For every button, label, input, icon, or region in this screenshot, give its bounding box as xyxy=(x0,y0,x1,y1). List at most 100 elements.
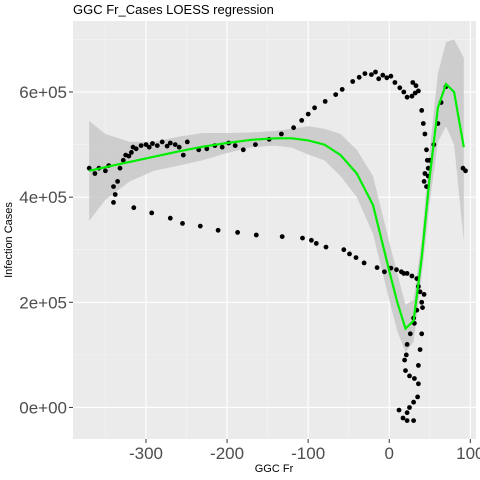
data-point xyxy=(417,347,423,352)
data-point xyxy=(409,273,415,279)
data-point xyxy=(112,192,118,197)
data-point xyxy=(419,108,425,113)
data-point xyxy=(413,83,419,89)
data-point xyxy=(463,168,468,174)
data-point xyxy=(312,105,317,111)
data-point xyxy=(313,241,319,246)
loess-line xyxy=(88,82,465,331)
y-tick-label: 4e+05 xyxy=(19,188,67,207)
y-axis-title: Infection Cases xyxy=(3,202,15,278)
data-point xyxy=(309,237,314,243)
y-tick-label: 6e+05 xyxy=(19,83,67,102)
data-point xyxy=(420,121,426,126)
data-point xyxy=(333,92,339,97)
data-point xyxy=(164,143,170,149)
data-point xyxy=(143,142,149,148)
data-point xyxy=(396,407,402,413)
x-tick-label: 100 xyxy=(456,444,480,463)
data-point xyxy=(86,165,92,171)
data-point xyxy=(150,141,155,146)
data-point xyxy=(92,171,98,176)
data-point xyxy=(397,85,403,91)
data-point xyxy=(424,147,429,153)
data-point xyxy=(111,184,116,190)
data-point xyxy=(362,71,368,76)
data-point xyxy=(425,165,431,171)
data-point xyxy=(133,146,139,152)
data-point xyxy=(407,405,412,410)
data-point xyxy=(279,131,284,137)
data-point xyxy=(422,131,428,137)
data-point xyxy=(412,376,417,381)
data-point xyxy=(353,255,359,260)
x-axis: -300 -200 -100 0 100 xyxy=(129,439,480,463)
y-axis: 0e+00 2e+05 4e+05 6e+05 xyxy=(19,83,73,417)
data-point xyxy=(159,139,165,145)
data-point xyxy=(421,292,427,297)
data-point xyxy=(394,267,399,273)
data-point xyxy=(347,251,352,257)
data-point xyxy=(253,232,259,238)
data-point xyxy=(115,179,120,184)
data-point xyxy=(411,399,416,405)
data-point xyxy=(172,142,178,148)
data-point xyxy=(138,143,144,149)
data-point xyxy=(401,271,407,276)
data-point xyxy=(146,144,152,150)
data-point xyxy=(410,80,416,85)
data-point xyxy=(204,146,210,152)
data-point xyxy=(373,69,378,75)
data-point xyxy=(117,165,123,171)
data-point xyxy=(421,179,427,184)
data-point xyxy=(184,139,190,145)
data-point xyxy=(415,394,420,400)
data-point xyxy=(215,227,221,233)
y-tick-label: 0e+00 xyxy=(19,398,67,417)
data-point xyxy=(404,418,410,423)
data-point xyxy=(279,234,285,240)
data-point xyxy=(404,94,410,100)
data-point xyxy=(253,142,258,148)
x-tick-label: -100 xyxy=(291,444,325,463)
data-point xyxy=(240,147,246,153)
data-point xyxy=(154,143,160,149)
data-point xyxy=(180,152,186,158)
chart-title: GGC Fr_Cases LOESS regression xyxy=(73,2,274,17)
data-point xyxy=(380,72,386,78)
data-point xyxy=(350,79,356,84)
data-point xyxy=(339,87,345,92)
data-point xyxy=(361,260,367,266)
data-point xyxy=(416,363,421,368)
data-point xyxy=(111,200,116,205)
y-tick-label: 2e+05 xyxy=(19,293,67,312)
data-point xyxy=(411,418,416,423)
data-point xyxy=(416,88,421,94)
data-point xyxy=(167,140,173,146)
data-point xyxy=(167,215,173,221)
data-point xyxy=(419,331,425,337)
data-point xyxy=(103,168,108,174)
data-point xyxy=(176,144,182,150)
data-point xyxy=(407,373,412,379)
data-point xyxy=(120,157,126,163)
data-point xyxy=(197,223,203,229)
data-point xyxy=(402,357,407,363)
data-point xyxy=(131,205,137,211)
data-point xyxy=(409,93,415,99)
data-point xyxy=(384,75,390,81)
data-point xyxy=(180,221,185,226)
x-tick-label: -200 xyxy=(210,444,244,463)
data-point xyxy=(404,410,410,416)
data-point xyxy=(129,150,134,155)
data-point xyxy=(323,244,329,250)
data-point xyxy=(300,235,305,241)
data-point xyxy=(404,342,410,347)
data-point xyxy=(149,210,155,216)
data-point xyxy=(299,118,305,123)
data-point xyxy=(416,381,421,387)
x-tick-label: 0 xyxy=(385,444,394,463)
data-point xyxy=(404,271,410,276)
data-point xyxy=(126,153,132,159)
data-point xyxy=(219,144,225,150)
